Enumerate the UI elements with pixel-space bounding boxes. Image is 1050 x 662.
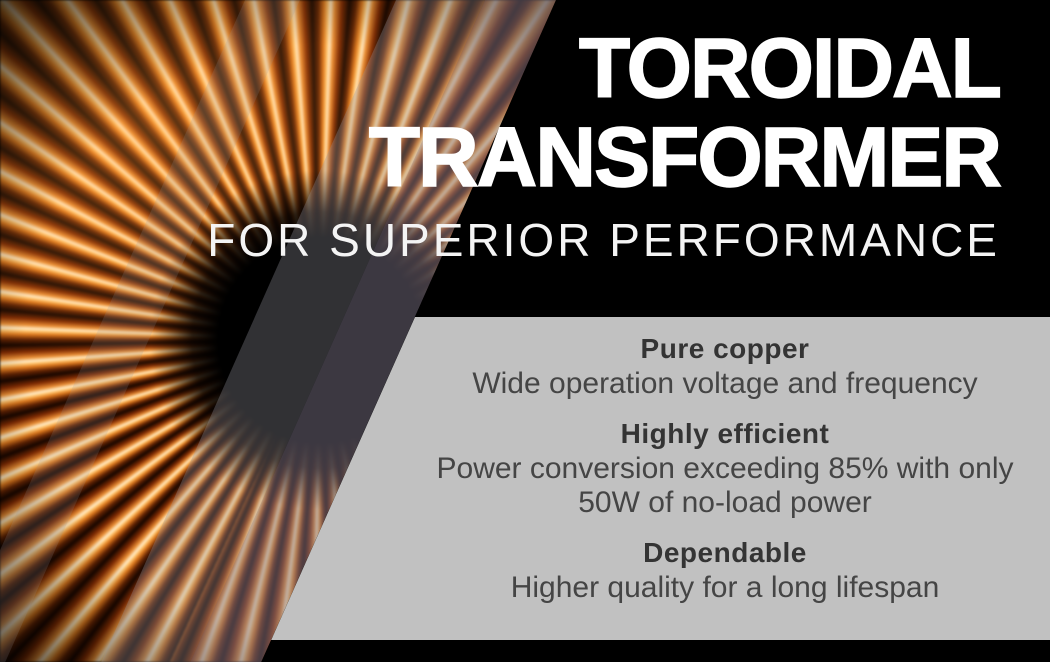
feature-group: Highly efficient Power conversion exceed… [400,416,1050,520]
title-line-1: TOROIDAL [578,21,1003,115]
feature-group: Pure copper Wide operation voltage and f… [400,331,1050,401]
title-line-2: TRANSFORMER [368,110,1003,204]
feature-body: Power conversion exceeding 85% with only… [436,452,1014,519]
feature-heading: Pure copper [640,333,810,364]
feature-body: Wide operation voltage and frequency [472,367,978,400]
feature-group: Dependable Higher quality for a long lif… [400,535,1050,605]
feature-body: Higher quality for a long lifespan [510,571,940,604]
title-block: TOROIDAL TRANSFORMER FOR SUPERIOR PERFOR… [207,21,1003,266]
subtitle: FOR SUPERIOR PERFORMANCE [207,214,1000,266]
feature-heading: Dependable [643,537,807,568]
feature-heading: Highly efficient [620,418,830,449]
features-list: Pure copper Wide operation voltage and f… [400,317,1050,620]
